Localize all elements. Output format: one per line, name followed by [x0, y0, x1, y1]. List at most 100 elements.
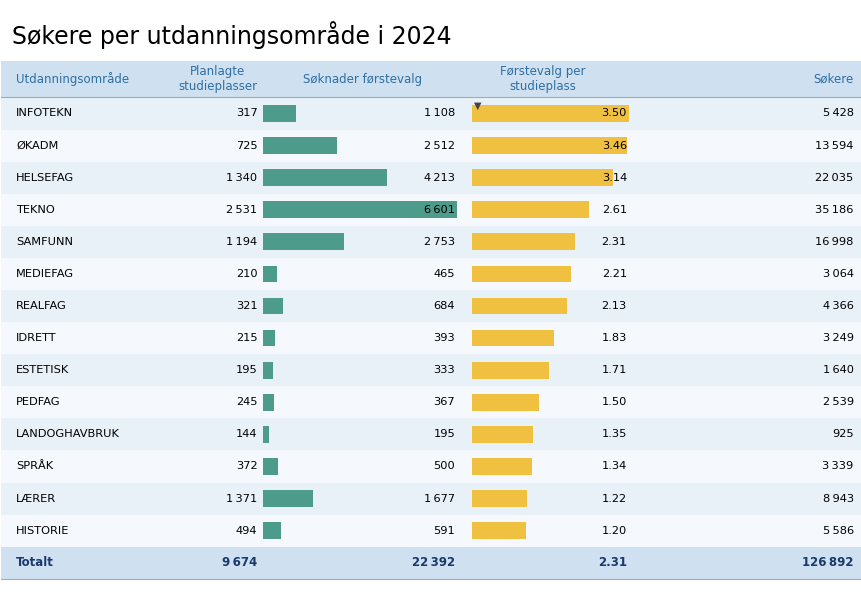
Text: Utdanningsområde: Utdanningsområde [16, 72, 129, 86]
Text: 1 677: 1 677 [424, 494, 455, 504]
Text: 500: 500 [433, 461, 455, 472]
Text: 3 249: 3 249 [821, 333, 852, 343]
Text: 925: 925 [831, 429, 852, 440]
Text: 1 371: 1 371 [226, 494, 257, 504]
Text: 5 586: 5 586 [821, 526, 852, 535]
Text: 1 340: 1 340 [226, 172, 257, 183]
Text: Søkere per utdanningsområde i 2024: Søkere per utdanningsområde i 2024 [12, 21, 451, 48]
Text: 1.22: 1.22 [601, 494, 626, 504]
Bar [472, 330, 554, 347]
Text: 1 194: 1 194 [226, 237, 257, 247]
Bar [472, 201, 588, 218]
Text: 3.14: 3.14 [601, 172, 626, 183]
Text: Søknader førstevalg: Søknader førstevalg [302, 73, 421, 86]
Text: SPRÅK: SPRÅK [16, 461, 53, 472]
Bar [263, 201, 456, 218]
Text: HELSEFAG: HELSEFAG [16, 172, 74, 183]
Bar [472, 490, 526, 507]
Text: Førstevalg per
studieplass: Førstevalg per studieplass [499, 65, 585, 93]
Bar [472, 265, 570, 282]
Text: 1 108: 1 108 [424, 109, 455, 118]
Bar [2, 482, 859, 514]
Text: 333: 333 [433, 365, 455, 375]
Bar [2, 418, 859, 450]
Text: 22 035: 22 035 [815, 172, 852, 183]
Text: 393: 393 [433, 333, 455, 343]
Text: 317: 317 [235, 109, 257, 118]
Text: 5 428: 5 428 [821, 109, 852, 118]
Text: ▼: ▼ [474, 101, 481, 110]
Bar [263, 458, 278, 475]
Bar [263, 169, 387, 186]
Bar [2, 290, 859, 322]
Text: 2 512: 2 512 [424, 140, 455, 151]
Text: SAMFUNN: SAMFUNN [16, 237, 73, 247]
Bar [2, 322, 859, 354]
Bar [263, 298, 283, 314]
Text: 367: 367 [433, 397, 455, 407]
Bar [472, 298, 567, 314]
Bar [472, 426, 532, 443]
Text: 1.20: 1.20 [601, 526, 626, 535]
Text: 3.46: 3.46 [601, 140, 626, 151]
Text: 372: 372 [236, 461, 257, 472]
Bar [472, 458, 531, 475]
Bar [263, 522, 281, 539]
Text: LANDOGHAVBRUK: LANDOGHAVBRUK [16, 429, 120, 440]
Text: 2.21: 2.21 [601, 269, 626, 279]
Text: 13 594: 13 594 [815, 140, 852, 151]
Text: 22 392: 22 392 [412, 556, 455, 569]
Text: 465: 465 [433, 269, 455, 279]
Text: 4 213: 4 213 [424, 172, 455, 183]
Text: ESTETISK: ESTETISK [16, 365, 69, 375]
Bar [472, 169, 612, 186]
Bar [263, 105, 295, 122]
Text: REALFAG: REALFAG [16, 301, 66, 311]
Bar [2, 450, 859, 482]
Text: IDRETT: IDRETT [16, 333, 57, 343]
Bar [2, 547, 859, 579]
Bar [2, 226, 859, 258]
Bar [2, 387, 859, 418]
Bar [263, 233, 344, 250]
Text: 215: 215 [236, 333, 257, 343]
Text: 126 892: 126 892 [802, 556, 852, 569]
Text: 494: 494 [236, 526, 257, 535]
Bar [2, 98, 859, 130]
Bar [472, 394, 539, 411]
Text: Totalt: Totalt [16, 556, 53, 569]
Bar [472, 522, 525, 539]
Text: 9 674: 9 674 [222, 556, 257, 569]
Text: 1.71: 1.71 [601, 365, 626, 375]
Text: HISTORIE: HISTORIE [16, 526, 69, 535]
Text: LÆRER: LÆRER [16, 494, 56, 504]
Text: 3.50: 3.50 [601, 109, 626, 118]
Bar [2, 130, 859, 162]
Text: 245: 245 [236, 397, 257, 407]
Text: 195: 195 [235, 365, 257, 375]
Bar [263, 490, 313, 507]
Text: 4 366: 4 366 [822, 301, 852, 311]
Bar [2, 514, 859, 547]
Text: 321: 321 [236, 301, 257, 311]
Text: 591: 591 [433, 526, 455, 535]
Text: 3 064: 3 064 [821, 269, 852, 279]
Text: PEDFAG: PEDFAG [16, 397, 60, 407]
Text: TEKNO: TEKNO [16, 205, 55, 215]
Text: Planlagte
studieplasser: Planlagte studieplasser [178, 65, 257, 93]
Text: 2.13: 2.13 [601, 301, 626, 311]
Bar [263, 362, 273, 379]
Text: INFOTEKN: INFOTEKN [16, 109, 73, 118]
Bar [2, 354, 859, 387]
Text: 1.83: 1.83 [601, 333, 626, 343]
Text: 2 539: 2 539 [821, 397, 852, 407]
Bar [263, 137, 337, 154]
Bar [2, 162, 859, 194]
Text: 2 753: 2 753 [424, 237, 455, 247]
Text: 2.31: 2.31 [601, 237, 626, 247]
Text: 16 998: 16 998 [815, 237, 852, 247]
Bar [472, 137, 626, 154]
Text: 725: 725 [236, 140, 257, 151]
Bar [472, 362, 548, 379]
Bar [263, 330, 275, 347]
